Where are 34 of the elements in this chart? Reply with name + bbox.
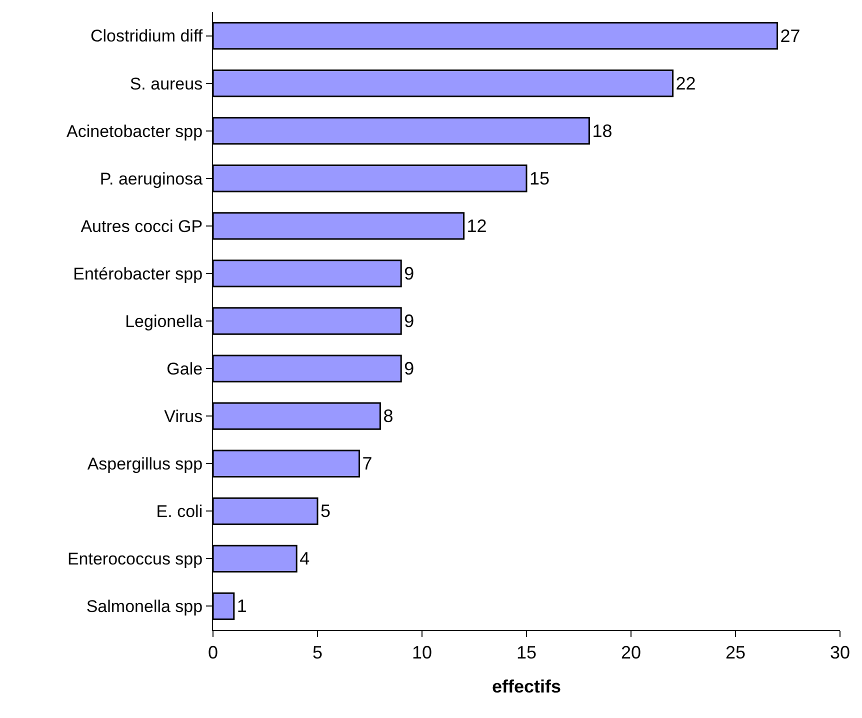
data-label: 5 <box>320 501 331 522</box>
data-label: 9 <box>404 311 414 331</box>
x-axis-title: effectifs <box>492 676 562 697</box>
data-label: 27 <box>780 26 800 46</box>
y-tick-label: Enterococcus spp <box>67 550 203 569</box>
data-label: 15 <box>530 168 550 188</box>
x-tick-label: 10 <box>412 642 432 663</box>
data-label: 7 <box>362 454 372 474</box>
x-tick-label: 5 <box>312 642 323 663</box>
y-tick-label: Acinetobacter spp <box>66 122 203 141</box>
data-label: 8 <box>383 406 394 426</box>
y-tick-label: Clostridium diff <box>90 26 203 46</box>
y-tick-label: Legionella <box>125 312 204 331</box>
data-label: 12 <box>466 216 487 236</box>
data-label: 1 <box>236 596 247 616</box>
x-tick-label: 30 <box>830 642 850 663</box>
y-tick-label: P. aeruginosa <box>100 169 204 188</box>
data-label: 9 <box>404 263 414 284</box>
x-tick-label: 15 <box>516 642 537 663</box>
data-label: 9 <box>404 358 414 379</box>
x-tick-label: 20 <box>620 642 642 663</box>
data-label: 18 <box>592 120 612 141</box>
data-label: 22 <box>676 73 696 94</box>
y-tick-label: Aspergillus spp <box>87 454 203 474</box>
y-tick-label: Virus <box>164 407 203 426</box>
y-tick-label: E. coli <box>156 502 203 522</box>
data-label: 4 <box>300 548 310 569</box>
x-tick-label: 25 <box>725 642 746 663</box>
x-tick-label: 0 <box>208 642 218 663</box>
y-tick-label: Gale <box>166 359 203 378</box>
y-tick-label: Salmonella spp <box>86 597 203 616</box>
y-tick-label: Autres cocci GP <box>80 216 203 236</box>
y-tick-label: Entérobacter spp <box>73 264 203 284</box>
y-tick-label: S. aureus <box>130 74 203 94</box>
